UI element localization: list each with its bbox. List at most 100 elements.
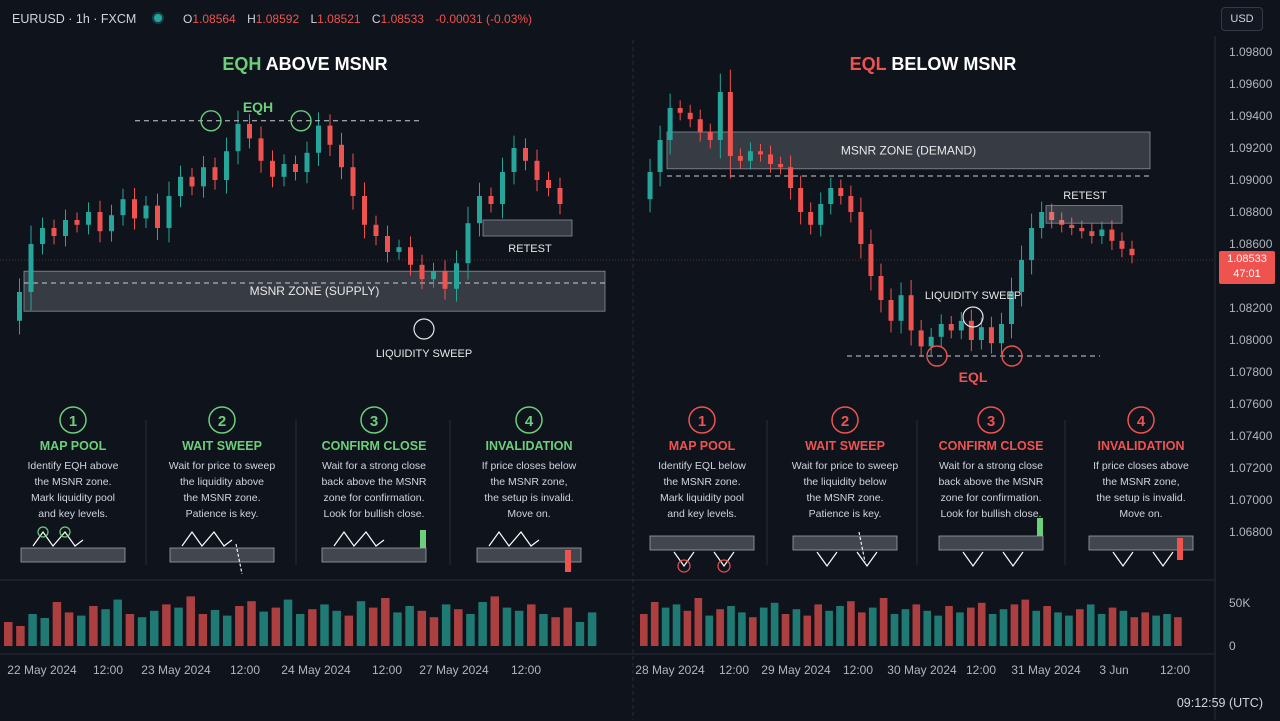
mini-invalid-candle xyxy=(565,550,571,572)
high-value: 1.08592 xyxy=(255,12,300,26)
candle-body xyxy=(304,152,310,172)
candle-body xyxy=(500,172,505,204)
candle-body xyxy=(1099,229,1105,236)
clock-readout[interactable]: 09:12:59 (UTC) xyxy=(1176,696,1263,710)
volume-bar xyxy=(101,609,110,646)
candle-body xyxy=(858,212,864,244)
ohlc-readout: O1.08564 H1.08592 L1.08521 C1.08533 -0.0… xyxy=(183,12,532,26)
candle-body xyxy=(74,220,80,225)
currency-button[interactable]: USD xyxy=(1221,7,1263,31)
volume-bar xyxy=(76,615,86,646)
low-value: 1.08521 xyxy=(317,12,361,26)
price-tick-label: 1.09800 xyxy=(1229,45,1273,59)
candle-body xyxy=(534,160,540,180)
mini-price-path xyxy=(181,530,233,547)
candle-body xyxy=(1109,229,1115,241)
symbol-label[interactable]: EURUSD · 1h · FXCM xyxy=(12,12,137,26)
time-tick-label: 29 May 2024 xyxy=(761,663,831,677)
volume-bar xyxy=(1163,614,1171,646)
volume-bar xyxy=(222,615,232,646)
price-tick-label: 1.07800 xyxy=(1229,365,1273,379)
step-text: Move on. xyxy=(507,508,550,520)
step-text: If price closes above xyxy=(1093,460,1189,472)
step-text: back above the MSNR xyxy=(938,476,1043,488)
volume-bar xyxy=(514,610,524,646)
candle-body xyxy=(385,236,390,252)
candle-body xyxy=(908,295,914,331)
time-tick-label: 31 May 2024 xyxy=(1011,663,1081,677)
volume-bar xyxy=(749,617,757,646)
pool-label: EQH xyxy=(243,99,273,115)
mini-confirm-candle xyxy=(1037,518,1043,536)
time-tick-label: 28 May 2024 xyxy=(635,663,705,677)
title-rest: ABOVE MSNR xyxy=(266,54,388,74)
step-title: INVALIDATION xyxy=(1097,439,1184,453)
price-tick-label: 1.07000 xyxy=(1229,493,1273,507)
mini-zone-box xyxy=(792,535,898,551)
candle-body xyxy=(928,336,934,347)
volume-bar xyxy=(40,618,50,646)
candle-body xyxy=(1129,248,1135,256)
volume-bar xyxy=(1054,612,1062,646)
candle-body xyxy=(28,244,34,292)
mini-sweep-wick xyxy=(858,531,866,563)
volume-bar xyxy=(466,614,475,646)
step-text: the MSNR zone. xyxy=(183,492,260,504)
step-text: the setup is invalid. xyxy=(1096,492,1185,504)
step-text: Identify EQH above xyxy=(27,460,118,472)
volume-bar xyxy=(174,607,183,646)
volume-bar xyxy=(210,610,220,646)
mini-pool-circle xyxy=(37,526,49,538)
candle-body xyxy=(224,151,229,180)
volume-bar xyxy=(393,612,402,646)
mini-price-path xyxy=(673,551,735,568)
candle-body xyxy=(687,112,693,120)
price-tick-label: 1.07200 xyxy=(1229,461,1273,475)
candle-body xyxy=(998,324,1004,344)
pool-circle xyxy=(290,110,312,132)
panel-title: EQL BELOW MSNR xyxy=(850,54,1017,74)
volume-bar xyxy=(283,599,293,646)
volume-bar xyxy=(825,610,833,646)
candle-body xyxy=(958,320,964,331)
volume-bar xyxy=(1043,606,1051,646)
volume-bar xyxy=(247,601,256,646)
mini-zone-box xyxy=(20,547,126,563)
volume-bar xyxy=(417,610,427,646)
step-text: and key levels. xyxy=(667,508,736,520)
step-title: WAIT SWEEP xyxy=(805,439,885,453)
step-text: Mark liquidity pool xyxy=(660,492,744,504)
volume-bar xyxy=(478,602,487,646)
open-value: 1.08564 xyxy=(192,12,236,26)
candle-body xyxy=(948,324,954,331)
volume-bar xyxy=(694,598,703,646)
candle-body xyxy=(270,160,275,177)
volume-bar xyxy=(650,602,659,646)
time-tick-label: 27 May 2024 xyxy=(419,663,489,677)
candle-body xyxy=(1039,212,1045,228)
price-tick-label: 1.07600 xyxy=(1229,397,1273,411)
candle-body xyxy=(768,154,774,164)
volume-bar xyxy=(1174,617,1182,646)
mini-price-path xyxy=(32,530,84,547)
volume-bar xyxy=(551,617,560,646)
msnr-zone xyxy=(23,270,606,312)
volume-bar xyxy=(454,609,463,646)
retest-label: RETEST xyxy=(1063,190,1107,202)
candle-body xyxy=(848,196,854,212)
step-text: Identify EQL below xyxy=(658,460,746,472)
volume-bar xyxy=(235,606,244,646)
mini-confirm-candle xyxy=(420,530,426,548)
time-tick-label: 12:00 xyxy=(1160,663,1190,677)
candle-body xyxy=(757,151,763,155)
volume-bar xyxy=(89,606,98,646)
sweep-circle xyxy=(413,318,435,340)
volume-bar xyxy=(738,612,746,646)
candle-body xyxy=(258,138,264,161)
volume-bar xyxy=(563,607,573,646)
volume-bar xyxy=(587,612,597,646)
step-text: Look for bullish close. xyxy=(324,508,425,520)
volume-bar xyxy=(368,607,378,646)
time-tick-label: 3 Jun xyxy=(1099,663,1128,677)
